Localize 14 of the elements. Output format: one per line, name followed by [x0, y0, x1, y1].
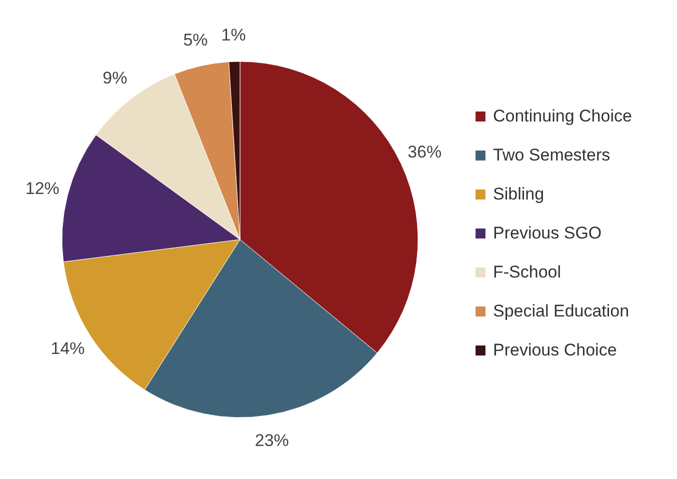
legend-label: Two Semesters — [493, 146, 610, 164]
data-label: 1% — [221, 26, 246, 45]
data-label: 9% — [102, 68, 128, 88]
data-label: 5% — [183, 30, 208, 50]
legend-label: Previous Choice — [493, 340, 617, 360]
data-label: 36% — [408, 142, 442, 162]
data-label: 14% — [50, 338, 85, 358]
legend-label: Previous SGO — [493, 224, 602, 242]
data-label: 12% — [25, 178, 60, 198]
legend-label: Special Education — [493, 302, 630, 320]
legend-label: Sibling — [493, 184, 544, 204]
legend-label: Continuing Choice — [493, 106, 632, 126]
data-label: 23% — [254, 430, 289, 450]
legend-label: F-School — [493, 262, 562, 282]
